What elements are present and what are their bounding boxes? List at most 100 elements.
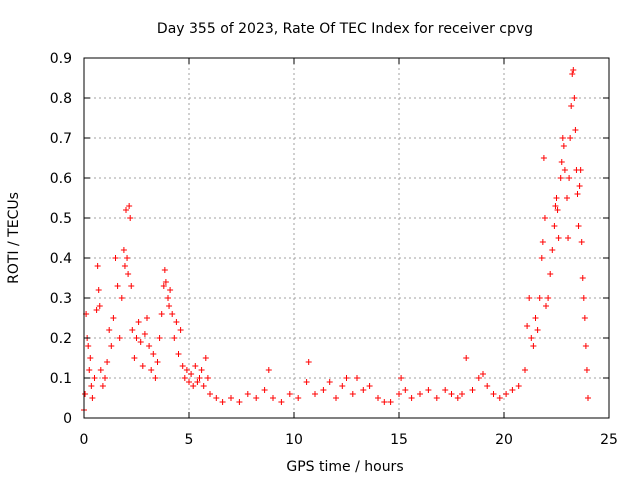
data-point <box>375 395 381 401</box>
data-point <box>509 387 516 393</box>
data-point <box>583 367 590 373</box>
data-point <box>244 391 251 397</box>
data-point <box>536 295 543 301</box>
data-point <box>396 391 402 397</box>
data-point <box>87 355 94 361</box>
data-point <box>278 399 285 405</box>
data-point <box>95 287 102 293</box>
data-point <box>219 399 226 405</box>
data-point <box>561 167 568 173</box>
x-tick-label: 25 <box>600 432 618 448</box>
data-point <box>82 391 89 397</box>
data-point <box>112 255 119 261</box>
y-tick-label: 0.1 <box>50 371 72 387</box>
data-point <box>150 351 157 357</box>
data-point <box>126 203 133 209</box>
x-tick-labels: 0 5 10 15 20 25 <box>80 432 618 448</box>
data-point <box>295 395 302 401</box>
data-point <box>554 207 561 213</box>
data-point <box>387 399 394 405</box>
data-point <box>575 223 582 229</box>
data-point <box>154 359 161 365</box>
plot-frame <box>83 57 610 419</box>
data-point <box>190 383 197 389</box>
data-point <box>152 375 159 381</box>
x-axis-label: GPS time / hours <box>286 459 403 475</box>
y-tick-label: 0.7 <box>50 131 72 147</box>
data-point <box>503 391 510 397</box>
data-point <box>333 395 339 401</box>
data-point <box>94 263 101 269</box>
data-point <box>565 235 572 241</box>
x-tick-label: 5 <box>185 432 194 448</box>
data-point <box>156 335 163 341</box>
data-point <box>551 223 558 229</box>
data-point <box>175 351 182 357</box>
data-point <box>85 343 92 349</box>
data-point <box>547 271 554 277</box>
data-point <box>402 387 409 393</box>
data-point <box>530 343 537 349</box>
data-point <box>96 303 103 309</box>
data-point <box>442 387 449 393</box>
x-tick-label: 15 <box>390 432 408 448</box>
y-tick-label: 0.4 <box>50 251 72 267</box>
data-point <box>564 195 570 201</box>
data-point <box>303 379 310 385</box>
data-point <box>360 387 367 393</box>
y-axis-label: ROTI / TECUs <box>6 192 22 284</box>
data-point <box>129 327 136 333</box>
data-point <box>177 327 184 333</box>
data-point <box>538 255 545 261</box>
data-point <box>270 395 276 401</box>
data-point <box>141 331 148 337</box>
data-point <box>124 255 131 261</box>
x-tick-label: 20 <box>495 432 513 448</box>
data-point <box>286 391 293 397</box>
y-tick-label: 0.2 <box>50 331 72 347</box>
data-point <box>515 383 522 389</box>
data-point <box>120 247 127 253</box>
data-point <box>137 339 144 345</box>
data-point <box>114 283 121 289</box>
data-point <box>541 215 548 221</box>
data-point <box>459 391 465 397</box>
data-point <box>181 375 188 381</box>
data-point <box>526 295 533 301</box>
data-point <box>253 395 260 401</box>
data-point <box>566 175 573 181</box>
data-point <box>102 375 108 381</box>
data-point <box>549 247 556 253</box>
data-point <box>339 383 346 389</box>
data-point <box>179 363 186 369</box>
data-point <box>578 239 585 245</box>
data-point <box>116 335 123 341</box>
data-point <box>118 295 125 301</box>
data-point <box>570 67 577 73</box>
data-point <box>381 399 388 405</box>
data-point <box>121 263 128 269</box>
data-point <box>579 275 586 281</box>
data-point <box>366 383 373 389</box>
data-point <box>582 343 589 349</box>
data-point <box>89 395 96 401</box>
data-point <box>433 395 440 401</box>
data-point <box>228 395 234 401</box>
axis-ticks <box>83 57 610 419</box>
data-point <box>326 379 333 385</box>
data-point <box>128 283 135 289</box>
data-point <box>576 183 583 189</box>
y-tick-label: 0.8 <box>50 91 72 107</box>
data-point <box>139 363 146 369</box>
data-point <box>534 327 541 333</box>
data-point <box>207 391 213 397</box>
y-tick-label: 0.3 <box>50 291 72 307</box>
data-point <box>555 235 562 241</box>
data-point <box>173 319 180 325</box>
data-point <box>571 95 578 101</box>
data-point <box>568 103 575 109</box>
data-point <box>569 71 576 77</box>
data-point <box>213 395 220 401</box>
data-point <box>343 375 350 381</box>
data-point <box>558 159 565 165</box>
